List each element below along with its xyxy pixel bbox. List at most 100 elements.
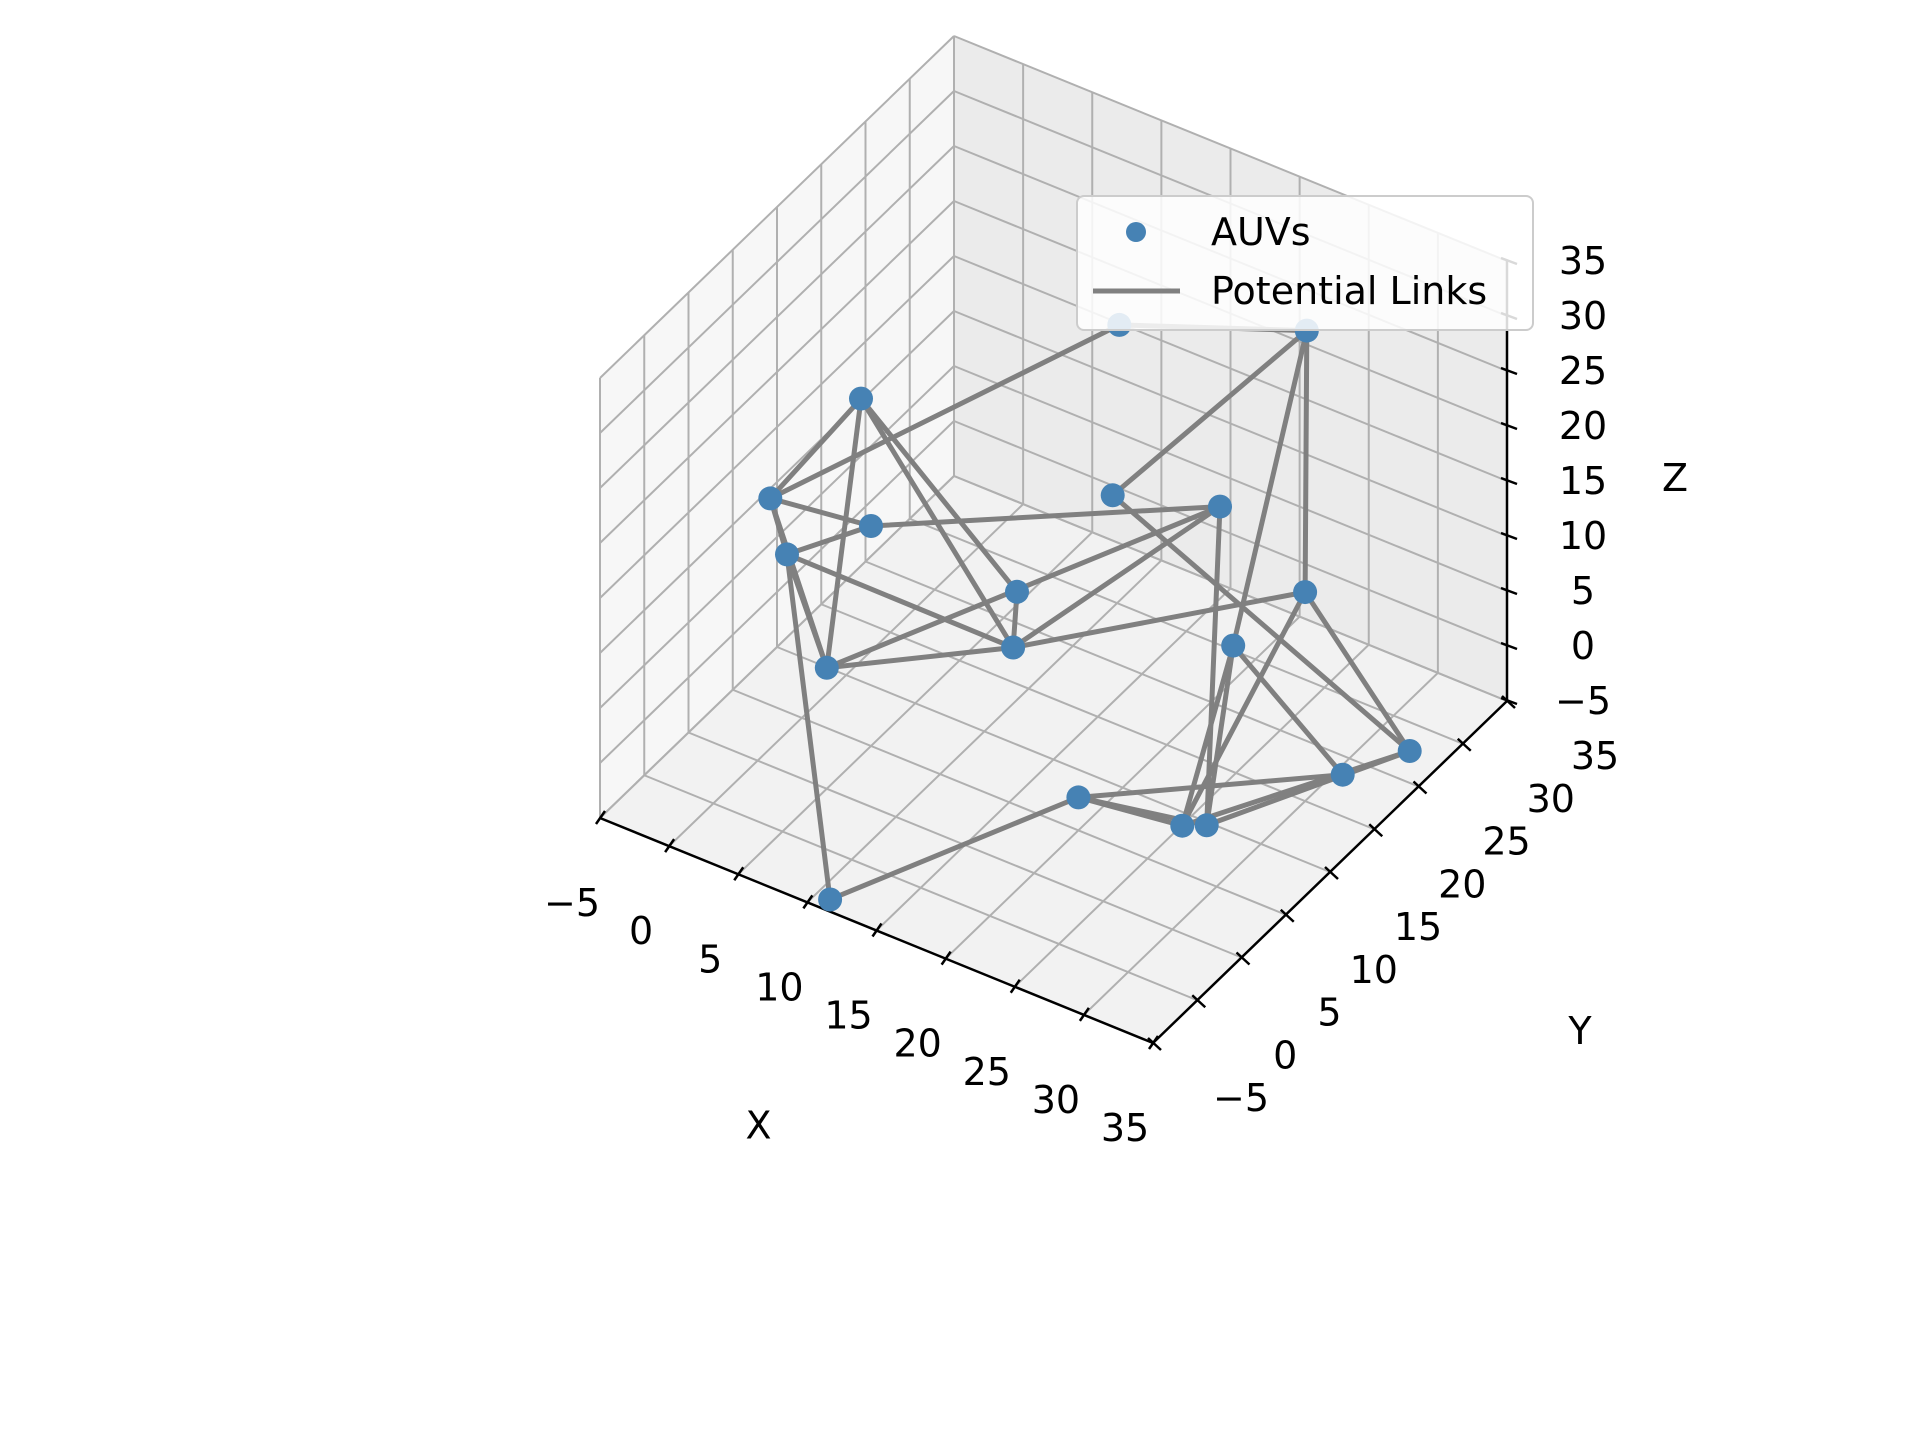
link-line [1302,328,1310,595]
legend-marker-auvs [1126,222,1146,242]
auv-point [818,887,843,912]
y-tick-label: 5 [1317,991,1341,1035]
link-line [1302,589,1413,754]
auv-point [1194,813,1219,838]
link-line [784,523,874,557]
x-tick-label: −5 [544,881,600,925]
grid-line-left-z [599,310,955,654]
x-tick-label: 10 [755,965,803,1009]
z-tick-label: 30 [1559,294,1607,338]
y-tick [1324,866,1339,880]
y-tick [1235,951,1251,966]
z-tick [1500,641,1518,651]
link-line [824,396,864,671]
x-tick [871,922,883,938]
auv-point [1330,762,1355,787]
x-tick [940,950,952,966]
auv-point [1221,633,1246,658]
auv-point [1293,580,1318,605]
grid-line-floor-y [732,688,1287,916]
z-tick-label: 15 [1559,459,1607,503]
link-line [1204,748,1413,828]
grid-line-back-z [953,475,1508,702]
link-line [1204,643,1236,828]
grid-line-left-z [599,420,955,764]
y-tick [1368,823,1384,838]
z-tick-label: 35 [1559,239,1607,283]
auv-point [758,486,783,511]
legend-frame [1076,195,1534,331]
link-line [858,396,1020,595]
legend-label-links: Potential Links [1211,269,1487,313]
z-tick-label: 0 [1571,624,1595,668]
grid-line-back-z [953,365,1508,592]
link-line [1179,643,1236,829]
auv-point [775,542,799,567]
z-tick [1500,586,1518,596]
auv-point [1066,785,1091,810]
grid-line-back-z [953,310,1508,537]
z-tick [1500,476,1518,486]
link-line [767,396,864,501]
grid-line-left-z [599,200,955,544]
link-line [1110,328,1310,498]
x-tick-label: 25 [963,1050,1011,1094]
grid-line-floor-y [643,774,1198,1002]
z-tick-label: −5 [1555,679,1611,723]
auv-point [814,655,839,680]
z-tick-label: 20 [1559,404,1607,448]
tick-marks [594,256,1518,1051]
link-line [1230,328,1310,649]
link-line [868,504,1223,529]
x-tick [594,810,607,825]
link-line [1010,504,1223,651]
x-tick [664,838,676,853]
grid-line-left-z [599,255,955,599]
z-axis-label: Z [1662,456,1688,500]
y-axis-label: Y [1567,1009,1592,1053]
auv-point [849,386,873,411]
y-tick-label: −5 [1213,1076,1269,1120]
grid-line-floor-y [865,560,1419,788]
y-tick [1191,994,1207,1009]
axis-labels: X Y Z [745,456,1688,1148]
y-tick-label: 35 [1571,734,1619,778]
x-tick-label: 15 [824,994,872,1038]
x-tick [1009,979,1021,994]
grid-line-left-z [599,145,955,489]
y-tick-label: 0 [1273,1033,1297,1077]
link-line [1075,772,1346,800]
link-line [767,495,874,529]
y-tick-label: 10 [1350,948,1398,992]
auv-point [1005,579,1029,604]
auv-point [1397,739,1422,763]
z-tick-label: 5 [1571,569,1595,613]
grid-line-floor-y [909,517,1464,745]
y-tick-label: 20 [1438,862,1486,906]
grid-line-left-z [599,475,955,819]
z-tick [1500,366,1518,376]
x-tick-label: 30 [1032,1078,1080,1122]
grid-line-floor-y [776,646,1331,873]
tick-labels: −505101520253035−505101520253035−5051015… [544,239,1619,1150]
legend: AUVs Potential Links [1076,195,1534,331]
x-axis-label: X [745,1104,771,1148]
auv-point [859,514,883,538]
link-line [784,551,1016,651]
x-tick-label: 35 [1101,1106,1149,1150]
auv-point [1001,635,1026,660]
legend-label-auvs: AUVs [1211,210,1311,254]
y-tick-label: 15 [1394,905,1442,949]
link-line [827,794,1081,902]
z-tick [1500,421,1518,431]
y-tick [1147,1037,1162,1051]
z-tick-label: 25 [1559,349,1607,393]
y-tick [1279,908,1295,923]
grid-line-left-z [599,365,955,709]
grid-line-left-z [599,35,955,379]
z-tick [1500,696,1518,706]
z-tick-label: 10 [1559,514,1607,558]
x-tick-label: 5 [698,937,722,981]
x-tick-label: 20 [893,1022,941,1066]
link-line [767,322,1122,501]
